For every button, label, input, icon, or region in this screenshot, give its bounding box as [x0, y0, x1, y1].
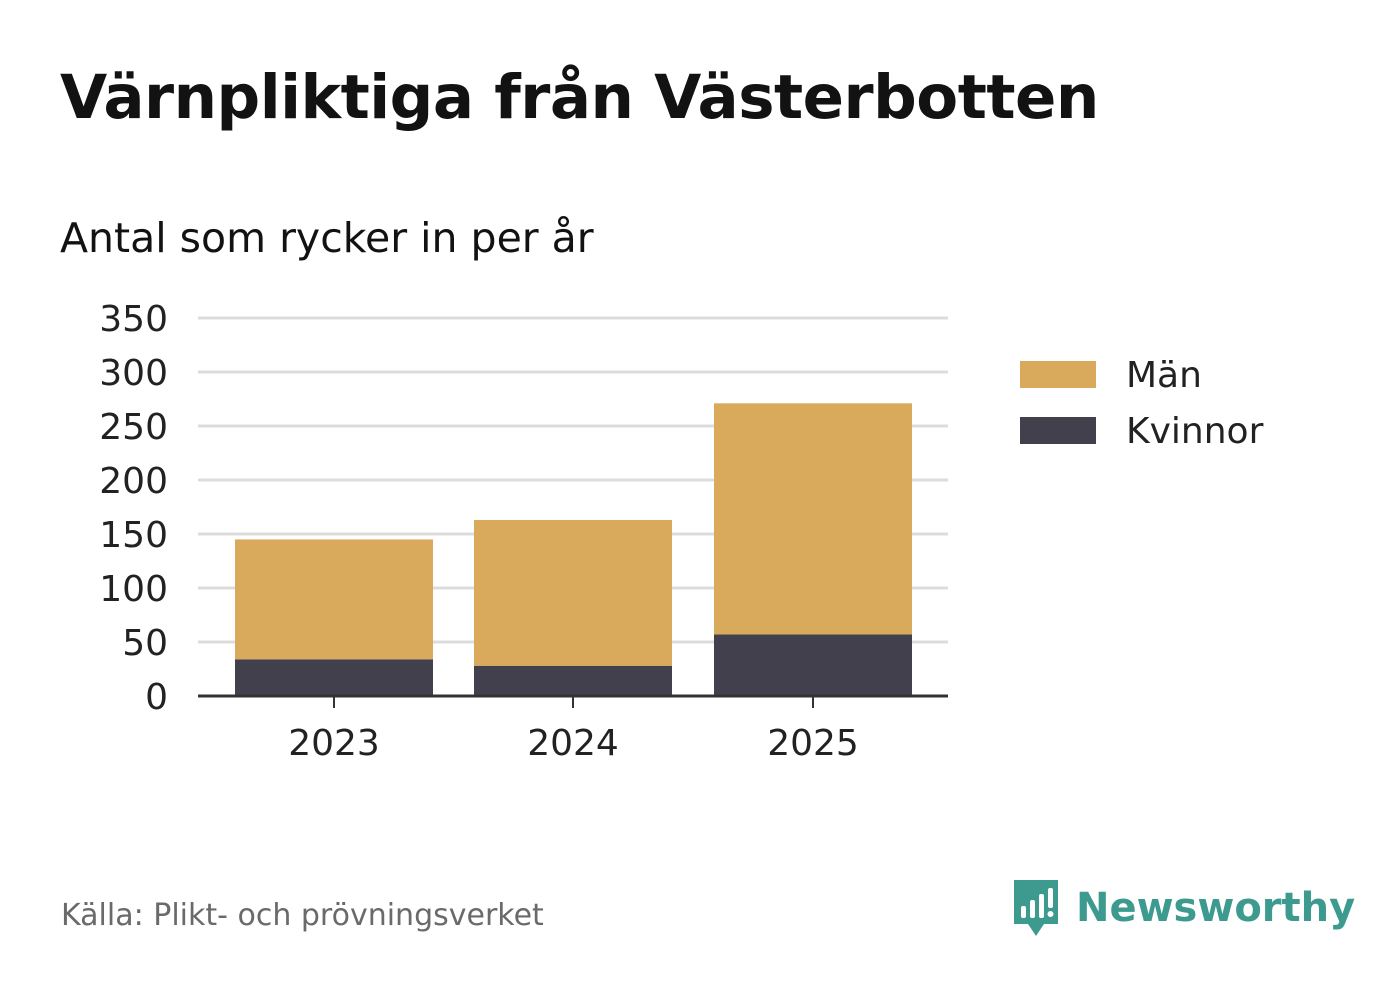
legend-label: Kvinnor	[1126, 411, 1264, 452]
brand-logo: Newsworthy	[1010, 878, 1355, 938]
legend-label: Män	[1126, 355, 1202, 396]
y-tick-label: 100	[99, 569, 168, 610]
bar-kvinnor-2025	[714, 634, 912, 696]
bar-man-2025	[714, 403, 912, 635]
y-tick-label: 200	[99, 461, 168, 502]
bar-man-2023	[235, 539, 433, 660]
y-tick-label: 50	[122, 623, 168, 664]
legend-swatch-man	[1020, 361, 1096, 388]
newsworthy-logo-icon	[1014, 880, 1058, 936]
y-tick-label: 150	[99, 515, 168, 556]
bar-kvinnor-2024	[474, 665, 672, 696]
source-note: Källa: Plikt- och prövningsverket	[61, 898, 544, 933]
legend-swatch-kvinnor	[1020, 417, 1096, 444]
brand-name: Newsworthy	[1076, 885, 1356, 931]
bar-man-2024	[474, 519, 672, 666]
x-tick-label: 2023	[288, 723, 380, 764]
chart-title: Värnpliktiga från Västerbotten	[60, 62, 1099, 133]
y-tick-label: 350	[99, 299, 168, 340]
y-tick-label: 250	[99, 407, 168, 448]
bar-kvinnor-2023	[235, 659, 433, 696]
chart-subtitle: Antal som rycker in per år	[60, 214, 594, 262]
y-tick-label: 300	[99, 353, 168, 394]
x-tick-label: 2024	[527, 723, 619, 764]
y-tick-label: 0	[145, 677, 168, 718]
x-tick-label: 2025	[767, 723, 859, 764]
